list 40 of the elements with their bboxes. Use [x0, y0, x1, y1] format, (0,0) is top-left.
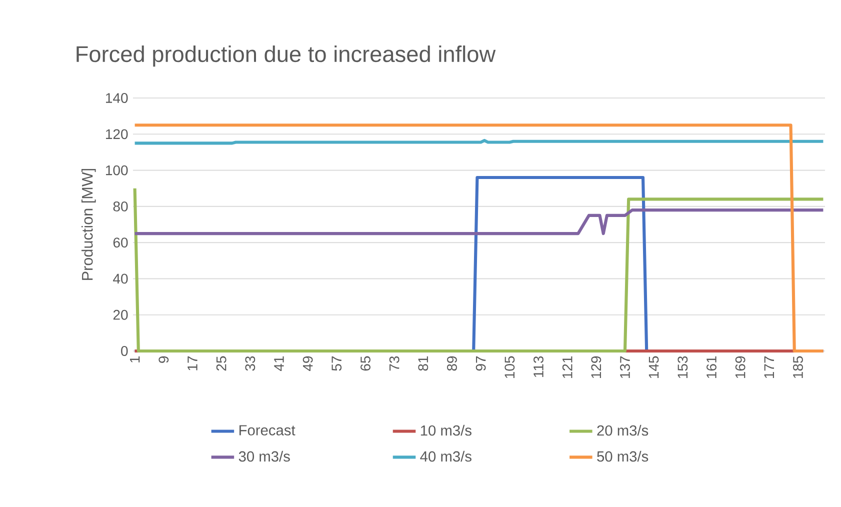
- legend-label: Forecast: [239, 425, 296, 436]
- y-tick-label: 0: [121, 346, 128, 356]
- x-tick-label: 169: [735, 356, 746, 378]
- y-tick-label: 80: [113, 201, 128, 212]
- x-tick-label: 89: [447, 356, 457, 371]
- x-tick-label: 9: [158, 356, 169, 363]
- x-tick-label: 57: [332, 356, 342, 371]
- x-tick-label: 33: [245, 356, 256, 371]
- y-tick-label: 40: [113, 274, 128, 284]
- y-tick-label: 120: [106, 129, 128, 140]
- x-tick-label: 129: [591, 356, 602, 378]
- x-tick-label: 41: [274, 356, 284, 371]
- chart-title: Forced production due to increased inflow: [76, 46, 496, 67]
- x-tick-label: 121: [562, 356, 572, 378]
- x-tick-label: 1: [130, 356, 140, 362]
- y-tick-label: 140: [106, 93, 128, 103]
- legend-label: 10 m3/s: [420, 424, 472, 436]
- x-tick-label: 25: [216, 356, 226, 371]
- x-tick-label: 73: [389, 356, 400, 371]
- x-tick-label: 105: [504, 356, 515, 378]
- x-tick-label: 65: [360, 356, 370, 371]
- y-axis-title: Production [MW]: [81, 168, 96, 280]
- y-tick-label: 60: [113, 238, 128, 248]
- x-tick-label: 49: [302, 356, 313, 371]
- x-tick-label: 137: [620, 356, 630, 378]
- x-tick-label: 153: [678, 356, 688, 378]
- x-tick-label: 145: [648, 356, 659, 378]
- y-tick-label: 100: [106, 165, 128, 176]
- x-tick-label: 177: [764, 356, 774, 378]
- x-tick-label: 161: [706, 356, 716, 378]
- x-tick-label: 113: [534, 356, 544, 377]
- x-tick-label: 97: [476, 356, 486, 371]
- x-tick-label: 185: [793, 356, 803, 378]
- legend-label: 30 m3/s: [238, 450, 290, 462]
- legend-label: 50 m3/s: [597, 450, 648, 462]
- x-tick-label: 81: [418, 356, 428, 371]
- y-tick-label: 20: [113, 310, 128, 320]
- legend-label: 20 m3/s: [597, 424, 648, 436]
- x-tick-label: 17: [188, 356, 198, 370]
- legend-label: 40 m3/s: [420, 450, 472, 462]
